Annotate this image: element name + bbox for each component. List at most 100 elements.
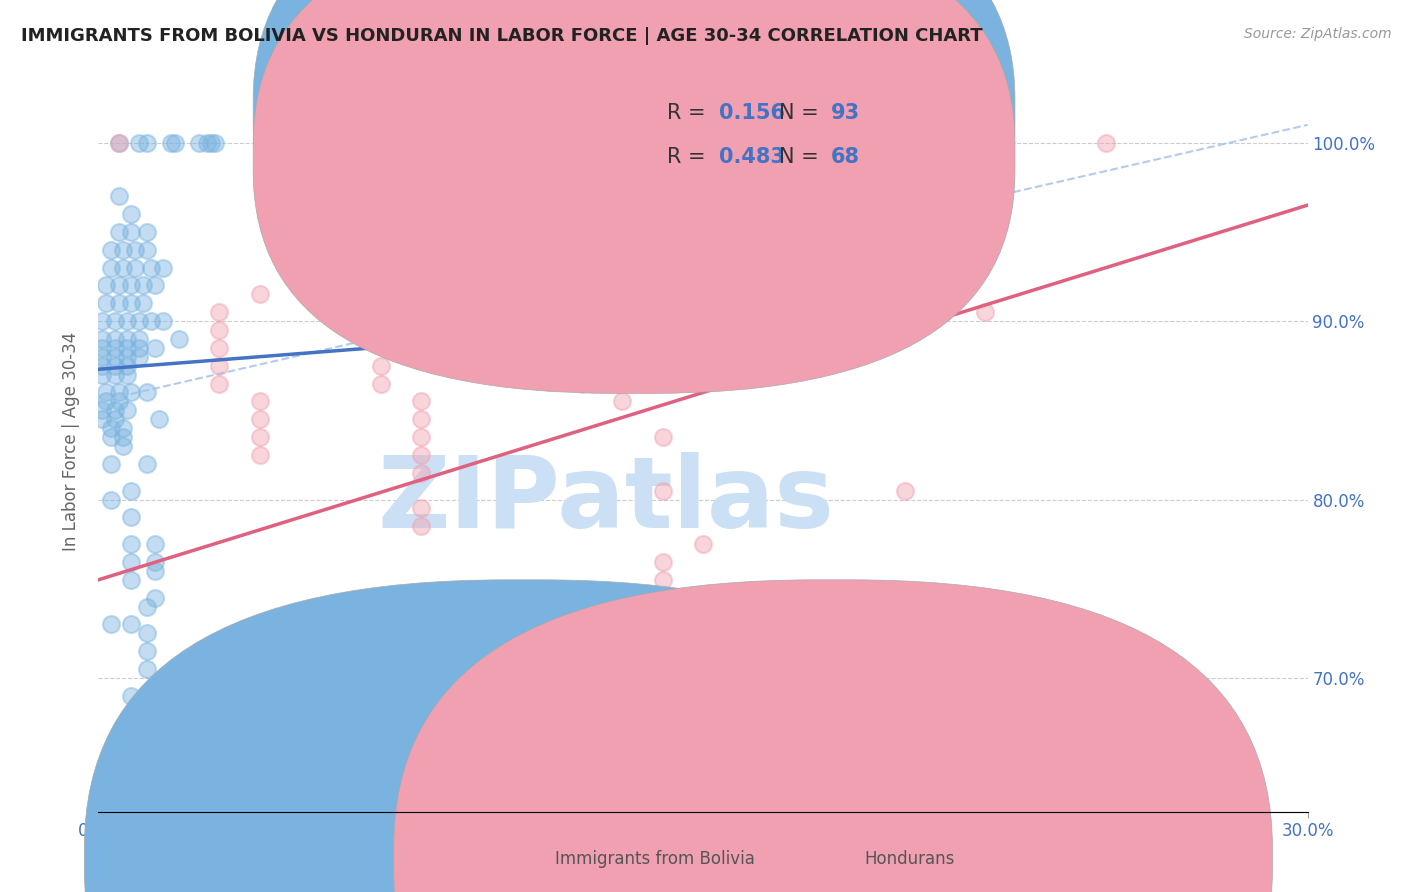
Point	[208, 359, 231, 373]
Point	[111, 430, 134, 444]
Point	[115, 403, 138, 417]
Point	[571, 341, 593, 355]
Text: Source: ZipAtlas.com: Source: ZipAtlas.com	[1244, 27, 1392, 41]
FancyBboxPatch shape	[253, 0, 1015, 349]
Point	[120, 689, 142, 703]
Point	[91, 341, 114, 355]
Point	[204, 136, 226, 150]
Point	[832, 162, 855, 177]
Point	[893, 751, 915, 765]
Point	[370, 359, 392, 373]
Point	[111, 421, 134, 435]
Point	[115, 359, 138, 373]
Point	[195, 136, 218, 150]
Point	[651, 653, 673, 667]
Point	[135, 599, 157, 614]
Point	[139, 260, 162, 275]
Point	[120, 510, 142, 524]
Point	[409, 394, 432, 409]
Point	[491, 162, 513, 177]
Text: ZIPatlas: ZIPatlas	[378, 452, 835, 549]
Point	[107, 136, 129, 150]
Point	[160, 136, 183, 150]
Point	[612, 394, 634, 409]
Point	[107, 296, 129, 310]
Point	[103, 314, 125, 328]
Point	[100, 457, 122, 471]
Point	[571, 376, 593, 391]
Point	[107, 189, 129, 203]
Point	[120, 278, 142, 293]
Point	[107, 385, 129, 400]
Point	[409, 501, 432, 516]
Point	[200, 136, 222, 150]
Point	[491, 617, 513, 632]
Point	[96, 296, 118, 310]
Point	[571, 359, 593, 373]
Point	[115, 368, 138, 382]
Point	[132, 278, 155, 293]
Text: 68: 68	[831, 147, 860, 167]
Point	[249, 412, 271, 426]
Point	[111, 260, 134, 275]
Point	[91, 332, 114, 346]
Text: R =: R =	[666, 147, 711, 167]
Point	[128, 350, 150, 364]
Point	[651, 635, 673, 649]
Point	[91, 403, 114, 417]
Point	[91, 368, 114, 382]
Point	[120, 207, 142, 221]
Point	[188, 136, 211, 150]
Point	[370, 376, 392, 391]
Point	[135, 724, 157, 739]
Point	[107, 136, 129, 150]
FancyBboxPatch shape	[394, 580, 1272, 892]
Point	[692, 724, 714, 739]
Point	[135, 385, 157, 400]
Point	[167, 332, 190, 346]
FancyBboxPatch shape	[84, 580, 963, 892]
Point	[249, 394, 271, 409]
Point	[692, 537, 714, 551]
Point	[100, 430, 122, 444]
Point	[120, 796, 142, 810]
Point	[135, 662, 157, 676]
Point	[409, 519, 432, 533]
Point	[115, 332, 138, 346]
Point	[1095, 136, 1118, 150]
Point	[409, 448, 432, 462]
Point	[148, 751, 170, 765]
Point	[143, 537, 166, 551]
Point	[651, 573, 673, 587]
Point	[409, 430, 432, 444]
Point	[111, 439, 134, 453]
Point	[208, 341, 231, 355]
Point	[124, 243, 146, 257]
Point	[208, 305, 231, 319]
Point	[120, 617, 142, 632]
Point	[96, 394, 118, 409]
Point	[111, 243, 134, 257]
Point	[107, 278, 129, 293]
Point	[100, 492, 122, 507]
Text: R =: R =	[666, 103, 711, 123]
Point	[103, 341, 125, 355]
Text: IMMIGRANTS FROM BOLIVIA VS HONDURAN IN LABOR FORCE | AGE 30-34 CORRELATION CHART: IMMIGRANTS FROM BOLIVIA VS HONDURAN IN L…	[21, 27, 983, 45]
Point	[612, 305, 634, 319]
Point	[450, 287, 472, 301]
Text: N =: N =	[779, 147, 825, 167]
Text: 93: 93	[831, 103, 860, 123]
Point	[409, 252, 432, 266]
Point	[120, 385, 142, 400]
Point	[120, 555, 142, 569]
Point	[409, 341, 432, 355]
Point	[128, 136, 150, 150]
Point	[148, 412, 170, 426]
Point	[208, 376, 231, 391]
Point	[651, 555, 673, 569]
Point	[135, 136, 157, 150]
Point	[120, 751, 142, 765]
Point	[91, 359, 114, 373]
Point	[974, 680, 997, 694]
Point	[100, 421, 122, 435]
